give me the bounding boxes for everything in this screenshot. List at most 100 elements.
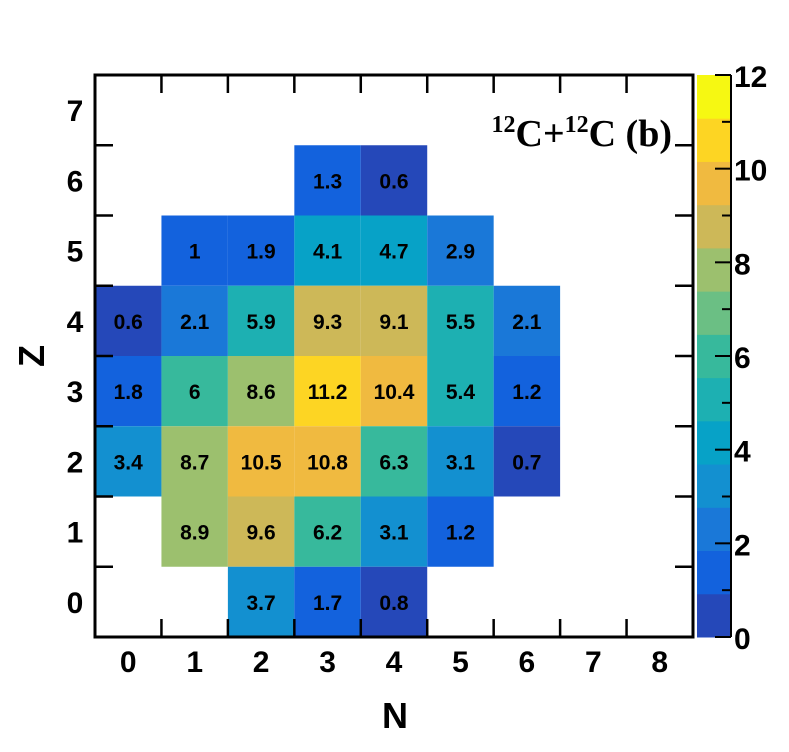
cell-value-label: 0.7: [512, 451, 541, 474]
cell-value-label: 2.9: [446, 241, 475, 264]
x-tick-label: 7: [585, 646, 602, 679]
heatmap-cell-n4-z6: 0.6: [360, 145, 428, 216]
heatmap-cell-n0-z3: 1.8: [95, 356, 162, 427]
colorbar: [697, 74, 732, 638]
cell-rect: [360, 145, 428, 216]
heatmap-cells: 1.3 0.6 1 1.9 4.1 4.7 2.9 0.6 2.1 5.9 9.3 9.1 5.5 2.1…: [95, 145, 561, 637]
colorbar-tick-label: 6: [734, 342, 751, 375]
cell-rect: [427, 426, 494, 497]
cell-value-label: 1: [189, 241, 201, 264]
colorbar-tick-label: 0: [734, 623, 751, 656]
cell-value-label: 4.1: [313, 241, 343, 264]
heatmap-cell-n4-z5: 4.7: [360, 215, 428, 286]
cell-value-label: 8.7: [180, 451, 209, 474]
x-tick-label: 2: [253, 646, 270, 679]
heatmap-cell-n3-z5: 4.1: [294, 215, 361, 286]
cell-value-label: 11.2: [308, 381, 348, 404]
title-element-1: C: [515, 113, 542, 155]
cell-rect: [227, 285, 295, 356]
y-tick-label: 1: [67, 517, 84, 550]
x-tick-label: 4: [386, 646, 403, 679]
y-axis-title: Z: [11, 345, 52, 367]
cell-value-label: 6: [189, 381, 201, 404]
cell-rect: [95, 285, 162, 356]
heatmap-cell-n5-z2: 3.1: [427, 426, 494, 497]
x-tick-label: 0: [120, 646, 137, 679]
x-axis-title: N: [382, 695, 408, 736]
cell-rect: [294, 215, 361, 286]
cell-rect: [227, 215, 295, 286]
cell-rect: [360, 356, 428, 427]
y-tick-label: 4: [67, 306, 84, 339]
colorbar-swatch: [697, 550, 731, 595]
heatmap-cell-n3-z2: 10.8: [294, 426, 361, 497]
y-tick-label: 2: [67, 446, 84, 479]
title-mass-number-1: 12: [491, 112, 515, 138]
x-tick-label: 5: [452, 646, 469, 679]
colorbar-tick-label: 2: [734, 529, 751, 562]
heatmap-cell-n4-z4: 9.1: [360, 285, 428, 356]
cell-rect: [427, 356, 494, 427]
cell-value-label: 1.2: [446, 522, 475, 545]
heatmap-cell-n6-z4: 2.1: [493, 285, 561, 356]
cell-rect: [227, 356, 295, 427]
cell-value-label: 5.9: [247, 311, 276, 334]
y-tick-labels: 0 1 2 3 4 5 6 7: [67, 95, 84, 620]
cell-value-label: 10.4: [374, 381, 415, 404]
heatmap-cell-n3-z1: 6.2: [294, 496, 361, 567]
title-mass-number-2: 12: [565, 112, 589, 138]
cell-rect: [493, 426, 561, 497]
cell-rect: [294, 145, 361, 216]
cell-rect: [360, 426, 428, 497]
heatmap-cell-n1-z2: 8.7: [161, 426, 228, 497]
cell-rect: [95, 356, 162, 427]
title-plus: +: [543, 113, 565, 155]
heatmap-cell-n1-z5: 1: [161, 215, 228, 286]
heatmap-cell-n2-z0: 3.7: [227, 566, 295, 637]
colorbar-swatch: [697, 118, 731, 162]
cell-rect: [360, 285, 428, 356]
cell-value-label: 0.8: [379, 592, 409, 615]
cell-value-label: 3.1: [379, 522, 409, 545]
x-tick-label: 1: [186, 646, 203, 679]
colorbar-swatch: [697, 75, 731, 119]
cell-value-label: 5.5: [446, 311, 476, 334]
heatmap-cell-n2-z2: 10.5: [227, 426, 295, 497]
cell-rect: [95, 426, 162, 497]
heatmap-cell-n4-z1: 3.1: [360, 496, 428, 567]
heatmap-cell-n4-z0: 0.8: [360, 566, 428, 637]
x-tick-labels: 0 1 2 3 4 5 6 7 8: [120, 646, 668, 679]
heatmap-cell-n0-z4: 0.6: [95, 285, 162, 356]
colorbar-swatch: [697, 291, 731, 335]
cell-value-label: 6.2: [313, 522, 342, 545]
cell-value-label: 6.3: [379, 451, 408, 474]
heatmap-cell-n5-z5: 2.9: [427, 215, 494, 286]
cell-value-label: 8.9: [180, 522, 209, 545]
cell-rect: [360, 215, 428, 286]
cell-rect: [294, 356, 361, 427]
cell-value-label: 4.7: [379, 241, 408, 264]
x-tick-label: 8: [651, 646, 668, 679]
axis-ticks: [95, 75, 693, 637]
cell-rect: [227, 426, 295, 497]
colorbar-swatch: [697, 204, 731, 249]
cell-rect: [360, 496, 428, 567]
cell-value-label: 9.1: [379, 311, 409, 334]
colorbar-swatch: [697, 247, 731, 292]
cell-value-label: 1.9: [247, 241, 276, 264]
title-element-2: C: [589, 113, 616, 155]
heatmap-cell-n0-z2: 3.4: [95, 426, 162, 497]
cell-value-label: 3.1: [446, 451, 476, 474]
heatmap-cell-n4-z3: 10.4: [360, 356, 428, 427]
cell-rect: [227, 566, 295, 637]
cell-rect: [294, 426, 361, 497]
cell-rect: [294, 285, 361, 356]
cell-rect: [493, 285, 561, 356]
heatmap-cell-n2-z3: 8.6: [227, 356, 295, 427]
title-tag: (b): [616, 113, 672, 155]
heatmap-cell-n1-z4: 2.1: [161, 285, 228, 356]
chart-title: 12C+12C (b): [491, 112, 672, 155]
cell-rect: [427, 285, 494, 356]
y-tick-label: 7: [67, 95, 84, 128]
